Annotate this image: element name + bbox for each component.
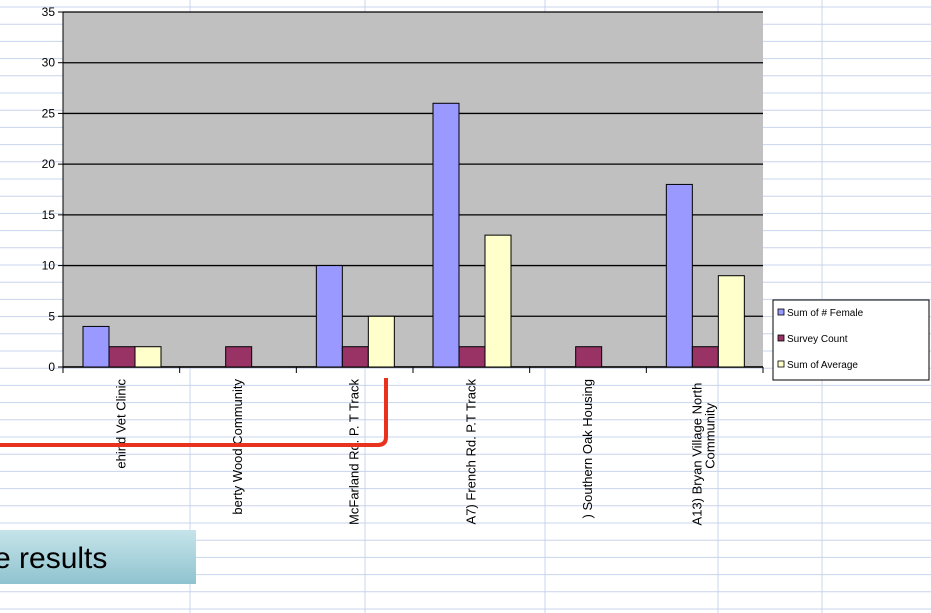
y-tick-label: 30 bbox=[42, 56, 56, 70]
annotation-box bbox=[0, 530, 196, 584]
legend-swatch bbox=[777, 308, 785, 316]
y-tick-label: 10 bbox=[42, 259, 56, 273]
y-tick-label: 35 bbox=[42, 5, 56, 19]
bar bbox=[315, 265, 343, 368]
x-tick-label: A13) Bryan Village North Community bbox=[690, 379, 718, 525]
bar bbox=[575, 346, 603, 368]
bar bbox=[691, 346, 719, 368]
annotation-line bbox=[0, 378, 388, 447]
bar bbox=[82, 325, 110, 368]
annotation-text: e results bbox=[0, 542, 107, 575]
x-tick-label: ) Southern Oak Housing bbox=[580, 379, 595, 518]
plot-area bbox=[63, 12, 763, 367]
y-tick-label: 0 bbox=[48, 360, 55, 374]
bar bbox=[341, 346, 369, 368]
legend-swatch bbox=[777, 334, 785, 342]
y-tick-label: 15 bbox=[42, 208, 56, 222]
bar bbox=[484, 234, 512, 368]
y-tick-label: 5 bbox=[48, 309, 55, 323]
bar bbox=[134, 346, 162, 368]
legend-label: Sum of # Female bbox=[787, 308, 864, 319]
legend-label: Sum of Average bbox=[787, 360, 858, 371]
x-tick-label: ehind Vet Clinic bbox=[113, 379, 128, 469]
y-tick-label: 20 bbox=[42, 157, 56, 171]
x-tick-label: McFarland Rd. P. T Track bbox=[347, 379, 362, 525]
legend-swatch bbox=[777, 360, 785, 368]
legend-box bbox=[772, 299, 930, 381]
bar bbox=[367, 315, 395, 368]
bar bbox=[225, 346, 253, 368]
bar bbox=[432, 102, 460, 368]
x-tick-label: A7) French Rd. P.T Track bbox=[463, 379, 478, 525]
bar bbox=[717, 275, 745, 368]
bar bbox=[108, 346, 136, 368]
bar bbox=[458, 346, 486, 368]
legend-label: Survey Count bbox=[787, 334, 848, 345]
y-tick-label: 25 bbox=[42, 106, 56, 120]
bar bbox=[665, 183, 693, 368]
